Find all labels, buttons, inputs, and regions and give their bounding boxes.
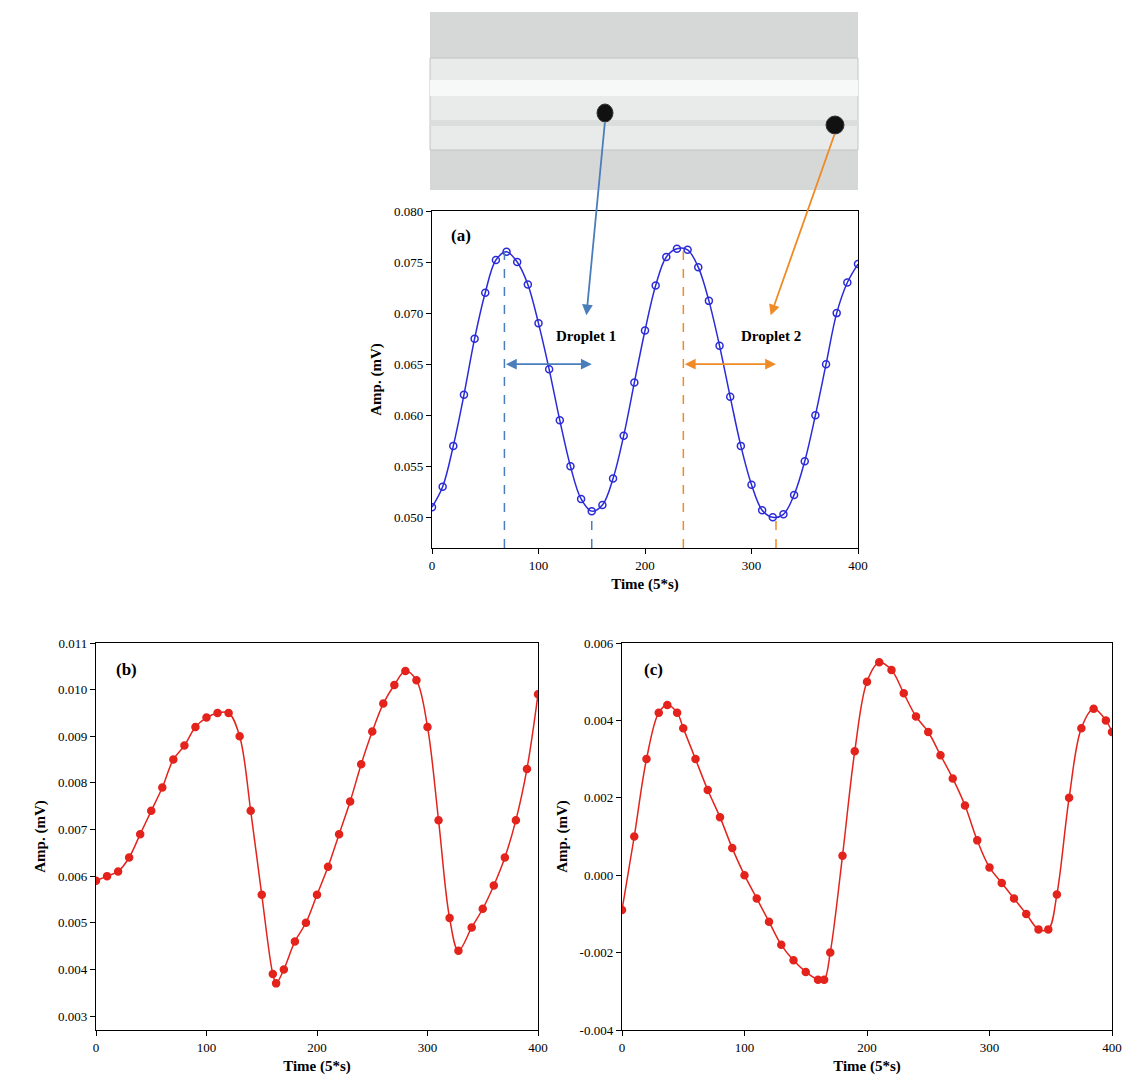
svg-text:0.008: 0.008 — [58, 775, 87, 790]
svg-text:(c): (c) — [644, 660, 663, 679]
svg-text:0.055: 0.055 — [394, 459, 423, 474]
svg-text:Amp. (mV): Amp. (mV) — [368, 343, 385, 416]
svg-text:400: 400 — [848, 558, 868, 573]
svg-text:Amp. (mV): Amp. (mV) — [554, 800, 571, 873]
svg-text:-0.004: -0.004 — [580, 1023, 614, 1038]
svg-text:400: 400 — [528, 1040, 548, 1055]
svg-text:400: 400 — [1102, 1040, 1122, 1055]
svg-text:0.010: 0.010 — [58, 682, 87, 697]
svg-text:0.000: 0.000 — [584, 868, 613, 883]
svg-text:0.075: 0.075 — [394, 255, 423, 270]
svg-text:200: 200 — [857, 1040, 877, 1055]
svg-text:Droplet 1: Droplet 1 — [556, 328, 616, 344]
svg-text:Time (5*s): Time (5*s) — [833, 1058, 901, 1075]
svg-text:0: 0 — [619, 1040, 626, 1055]
svg-text:0.009: 0.009 — [58, 729, 87, 744]
svg-text:0.006: 0.006 — [584, 636, 614, 651]
svg-text:Droplet 2: Droplet 2 — [741, 328, 801, 344]
svg-text:0.004: 0.004 — [584, 713, 614, 728]
svg-text:0.065: 0.065 — [394, 357, 423, 372]
svg-text:(a): (a) — [451, 226, 471, 245]
svg-text:200: 200 — [635, 558, 655, 573]
svg-text:0.007: 0.007 — [58, 822, 88, 837]
svg-text:0.050: 0.050 — [394, 510, 423, 525]
svg-text:100: 100 — [735, 1040, 755, 1055]
svg-text:0.004: 0.004 — [58, 962, 88, 977]
svg-text:0.080: 0.080 — [394, 204, 423, 219]
svg-text:0.006: 0.006 — [58, 869, 88, 884]
svg-text:0: 0 — [93, 1040, 100, 1055]
svg-text:0.011: 0.011 — [58, 636, 87, 651]
svg-text:300: 300 — [418, 1040, 438, 1055]
svg-text:0.070: 0.070 — [394, 306, 423, 321]
svg-text:300: 300 — [742, 558, 762, 573]
svg-text:Amp. (mV): Amp. (mV) — [32, 800, 49, 873]
svg-text:0.002: 0.002 — [584, 790, 613, 805]
svg-text:(b): (b) — [116, 660, 137, 679]
svg-text:200: 200 — [307, 1040, 327, 1055]
svg-text:100: 100 — [197, 1040, 217, 1055]
svg-text:100: 100 — [529, 558, 549, 573]
svg-text:Time (5*s): Time (5*s) — [283, 1058, 351, 1075]
svg-text:300: 300 — [980, 1040, 1000, 1055]
svg-text:0.003: 0.003 — [58, 1009, 87, 1024]
svg-text:0: 0 — [429, 558, 436, 573]
svg-text:-0.002: -0.002 — [580, 945, 614, 960]
svg-text:Time (5*s): Time (5*s) — [611, 576, 679, 593]
svg-text:0.060: 0.060 — [394, 408, 423, 423]
svg-text:0.005: 0.005 — [58, 915, 87, 930]
